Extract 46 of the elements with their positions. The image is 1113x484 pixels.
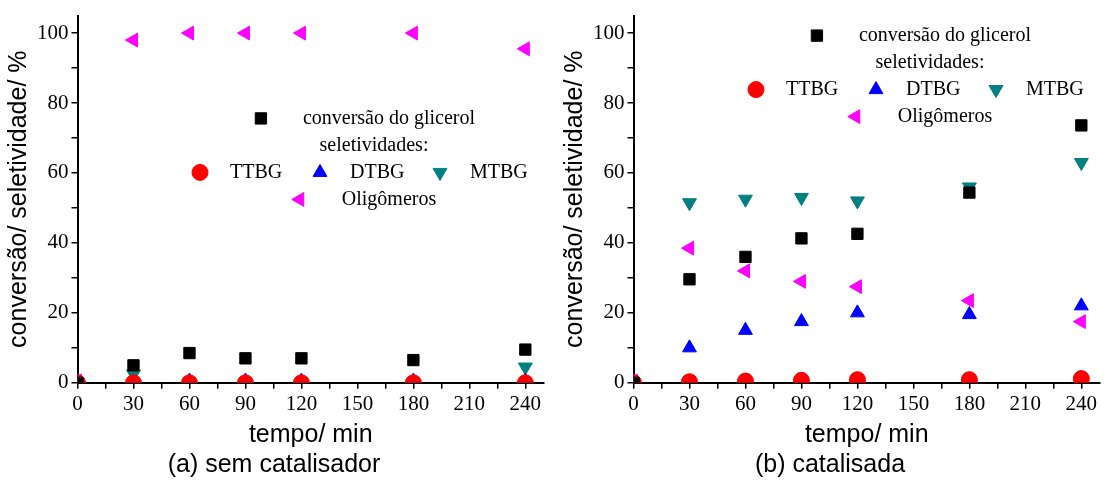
x-tick-label: 210 xyxy=(1009,390,1042,415)
x-tick-label: 180 xyxy=(953,390,986,415)
y-tick-label: 100 xyxy=(37,19,69,44)
x-tick-label: 150 xyxy=(341,390,374,415)
text: (a) sem catalisador xyxy=(167,448,381,477)
legend-label: Oligômeros xyxy=(897,103,993,127)
x-axis-title: tempo/ min xyxy=(248,418,373,447)
x-tick-label: 210 xyxy=(453,390,486,415)
x-tick-label: 30 xyxy=(678,390,700,415)
legend-label: conversão do glicerol xyxy=(858,22,1032,46)
y-axis-title: conversão/ seletividade/ % xyxy=(558,50,587,348)
legend-title: seletividades: xyxy=(319,132,429,155)
y-tick-label: 0 xyxy=(58,369,69,394)
x-tick-label: 90 xyxy=(790,390,812,415)
legend-label: conversão do glicerol xyxy=(302,105,476,129)
x-tick-label: 240 xyxy=(509,390,542,415)
y-tick-label: 60 xyxy=(47,159,69,184)
y-tick-label: 20 xyxy=(603,299,625,324)
x-tick-label: 60 xyxy=(734,390,756,415)
legend-label: MTBG xyxy=(470,159,528,182)
legend-label: Oligômeros xyxy=(341,186,437,210)
x-tick-label: 120 xyxy=(841,390,874,415)
x-tick-label: 150 xyxy=(897,390,930,415)
legend-label: TTBG xyxy=(786,76,839,99)
y-tick-label: 0 xyxy=(614,369,625,394)
x-tick-label: 60 xyxy=(178,390,200,415)
x-tick-label: 180 xyxy=(397,390,430,415)
x-tick-label: 30 xyxy=(122,390,144,415)
y-tick-label: 40 xyxy=(47,229,69,254)
x-tick-label: 90 xyxy=(234,390,256,415)
legend-label: DTBG xyxy=(350,159,405,182)
x-axis-title: tempo/ min xyxy=(804,418,929,447)
legend-label: DTBG xyxy=(906,76,961,99)
y-axis-title: conversão/ seletividade/ % xyxy=(2,50,31,348)
legend-title: seletividades: xyxy=(875,49,985,72)
y-tick-label: 100 xyxy=(593,19,625,44)
legend-label: MTBG xyxy=(1026,76,1084,99)
y-tick-label: 40 xyxy=(603,229,625,254)
legend-label: TTBG xyxy=(230,159,283,182)
y-tick-label: 80 xyxy=(603,89,625,114)
text: (b) catalisada xyxy=(754,448,906,477)
y-tick-label: 60 xyxy=(603,159,625,184)
x-tick-label: 120 xyxy=(285,390,318,415)
y-tick-label: 20 xyxy=(47,299,69,324)
x-tick-label: 240 xyxy=(1065,390,1098,415)
y-tick-label: 80 xyxy=(47,89,69,114)
